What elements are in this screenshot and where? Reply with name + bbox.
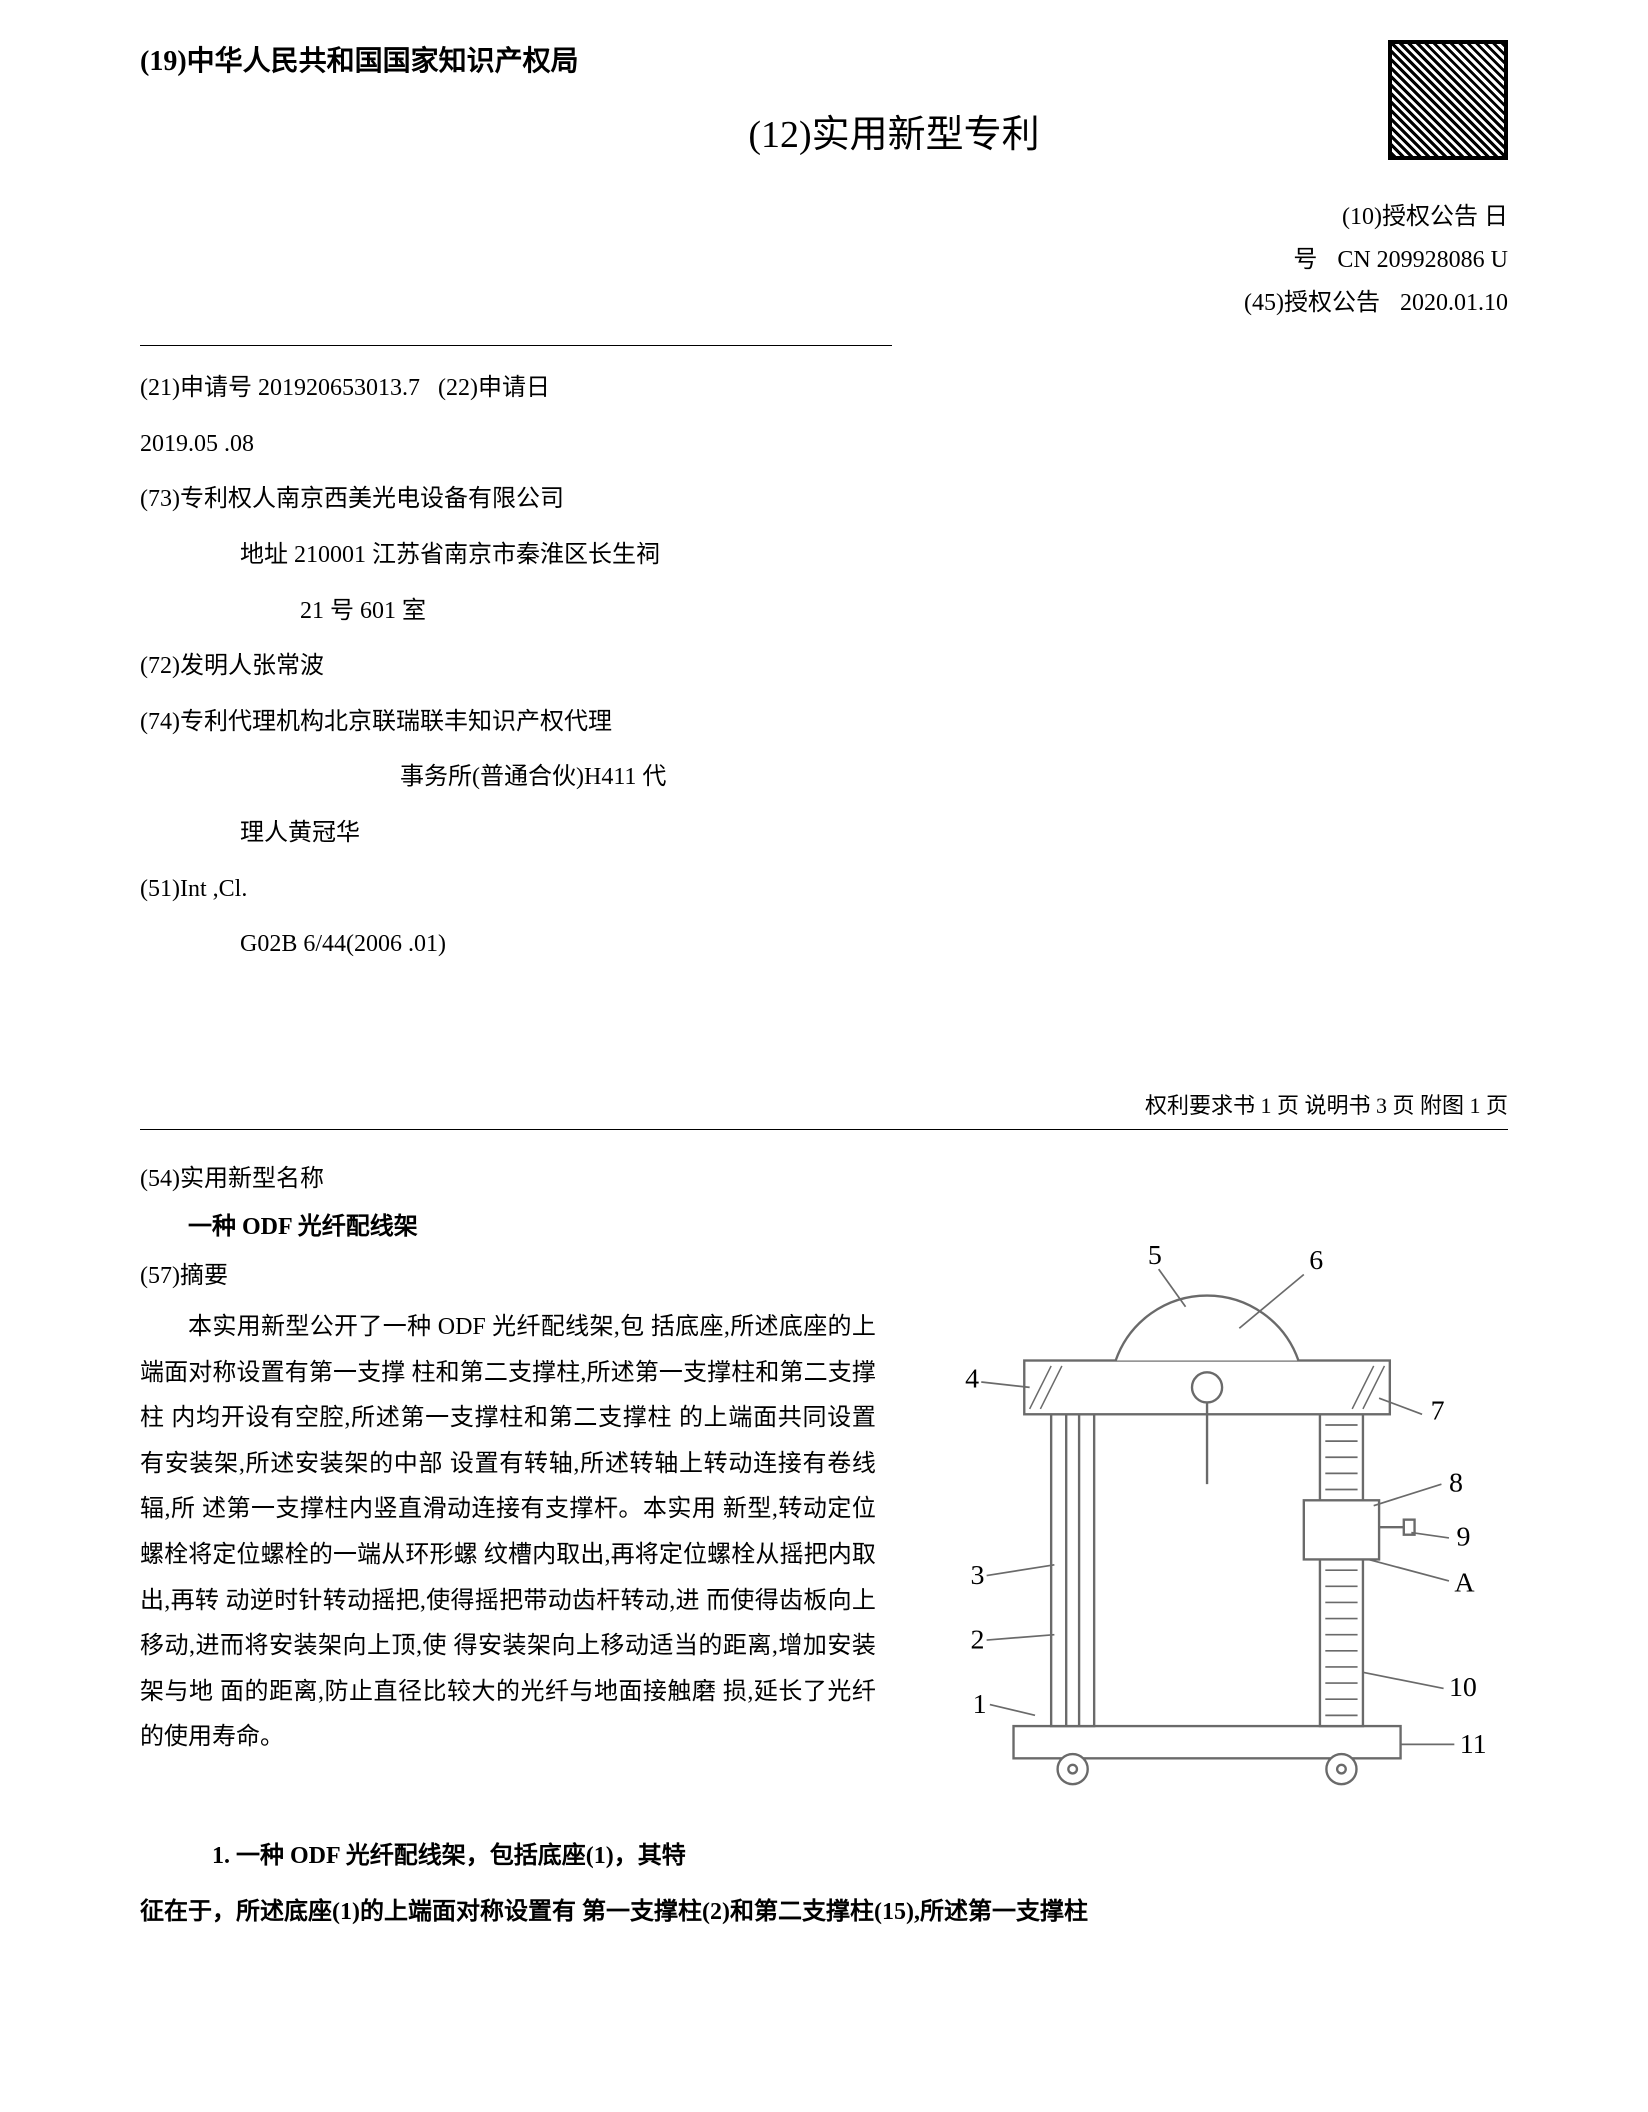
page-counts: 权利要求书 1 页 说明书 3 页 附图 1 页 <box>1145 1088 1508 1123</box>
figure-container: 4 5 6 7 8 9 A 10 11 3 2 1 <box>906 1150 1508 1824</box>
intcl-line: G02B 6/44(2006 .01) <box>140 922 892 968</box>
header-row: (19)中华人民共和国国家知识产权局 (12)实用新型专利 <box>140 40 1508 196</box>
inventor-line: (72)发明人张常波 <box>140 644 892 690</box>
fig-label-11: 11 <box>1460 1729 1487 1760</box>
addr-line1: 地址 210001 江苏省南京市秦淮区长生祠 <box>140 533 892 579</box>
app-date-line: 2019.05 .08 <box>140 422 892 468</box>
agent-line: 理人黄冠华 <box>140 811 892 857</box>
fig-label-5: 5 <box>1148 1240 1162 1271</box>
pub-line10: (10)授权公告 日 <box>1342 196 1508 239</box>
app-no: 201920653013.7 <box>258 375 420 401</box>
fig-label-A: A <box>1454 1568 1474 1599</box>
fig-label-1: 1 <box>973 1689 987 1720</box>
abstract-text: 本实用新型公开了一种 ODF 光纤配线架,包 括底座,所述底座的上端面对称设置有… <box>140 1305 876 1761</box>
app-date: 2019.05 .08 <box>140 431 254 457</box>
agency2: 事务所(普通合伙)H411 代 <box>400 764 666 790</box>
inventor-label: (72)发明人 <box>140 653 252 679</box>
qr-code-icon <box>1388 40 1508 160</box>
title-label: (54)实用新型名称 <box>140 1160 876 1198</box>
fig-label-7: 7 <box>1431 1396 1445 1427</box>
invention-title: 一种 ODF 光纤配线架 <box>140 1208 876 1246</box>
claim-1-rest: 征在于，所述底座(1)的上端面对称设置有 第一支撑柱(2)和第二支撑柱(15),… <box>140 1890 1508 1936</box>
meta-section: (21)申请号 201920653013.7 (22)申请日 2019.05 .… <box>140 345 892 968</box>
claim-1-lead: 1. 一种 ODF 光纤配线架，包括底座(1)，其特 <box>140 1834 686 1880</box>
agent: 黄冠华 <box>288 820 360 846</box>
app-no-label: (21)申请号 <box>140 375 252 401</box>
pub-number: CN 209928086 U <box>1337 239 1508 282</box>
addr-label: 地址 <box>240 542 288 568</box>
authority-label: (19)中华人民共和国国家知识产权局 <box>140 40 1388 85</box>
body-section: (54)实用新型名称 一种 ODF 光纤配线架 (57)摘要 本实用新型公开了一… <box>140 1150 1508 1824</box>
claim-1: 1. 一种 ODF 光纤配线架，包括底座(1)，其特 <box>140 1834 1508 1880</box>
owner-label: (73)专利权人 <box>140 486 276 512</box>
body-left: (54)实用新型名称 一种 ODF 光纤配线架 (57)摘要 本实用新型公开了一… <box>140 1150 876 1761</box>
fig-label-8: 8 <box>1449 1468 1463 1499</box>
owner: 南京西美光电设备有限公司 <box>276 486 564 512</box>
addr1: 210001 江苏省南京市秦淮区长生祠 <box>294 542 660 568</box>
fig-label-2: 2 <box>970 1625 984 1656</box>
abstract-label: (57)摘要 <box>140 1257 876 1295</box>
agency-label: (74)专利代理机构 <box>140 709 324 735</box>
agency1: 北京联瑞联丰知识产权代理 <box>324 709 612 735</box>
pub-date: 2020.01.10 <box>1400 282 1508 325</box>
pub-number-label: 号 <box>1293 239 1317 282</box>
agent-label: 理人 <box>240 820 288 846</box>
fig-label-9: 9 <box>1456 1521 1470 1552</box>
app-line: (21)申请号 201920653013.7 (22)申请日 <box>140 366 892 412</box>
pub-line45: (45)授权公告 <box>1244 282 1380 325</box>
agency-line2: 事务所(普通合伙)H411 代 <box>140 755 892 801</box>
publication-block: (10)授权公告 日 号 CN 209928086 U (45)授权公告 202… <box>140 196 1508 326</box>
fig-label-3: 3 <box>970 1560 984 1591</box>
header-left: (19)中华人民共和国国家知识产权局 (12)实用新型专利 <box>140 40 1388 196</box>
owner-line: (73)专利权人南京西美光电设备有限公司 <box>140 477 892 523</box>
patent-figure: 4 5 6 7 8 9 A 10 11 3 2 1 <box>906 1210 1508 1812</box>
agency-line1: (74)专利代理机构北京联瑞联丰知识产权代理 <box>140 700 892 746</box>
addr-line2: 21 号 601 室 <box>140 589 892 635</box>
inventor: 张常波 <box>252 653 324 679</box>
fig-label-4: 4 <box>965 1363 979 1394</box>
divider-row: 权利要求书 1 页 说明书 3 页 附图 1 页 <box>140 1088 1508 1129</box>
doc-type: (12)实用新型专利 <box>400 105 1388 166</box>
fig-label-6: 6 <box>1309 1245 1323 1276</box>
app-date-label: (22)申请日 <box>438 375 550 401</box>
intcl-label-line: (51)Int ,Cl. <box>140 867 892 913</box>
divider-line <box>140 1129 1508 1130</box>
fig-label-10: 10 <box>1449 1672 1477 1703</box>
